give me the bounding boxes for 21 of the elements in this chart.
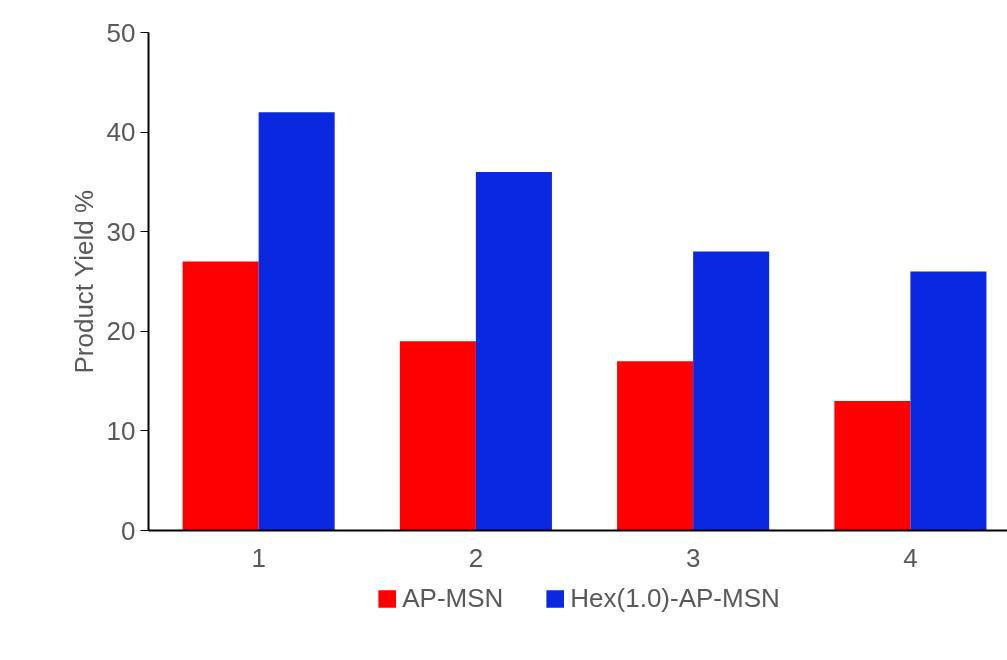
bar bbox=[910, 271, 987, 531]
x-tick-label: 1 bbox=[251, 542, 266, 573]
y-tick-label: 30 bbox=[106, 216, 136, 247]
y-tick-label: 50 bbox=[106, 17, 136, 48]
bar bbox=[834, 401, 911, 531]
bar bbox=[182, 261, 259, 531]
y-tick-label: 0 bbox=[121, 515, 136, 546]
x-tick-label: 4 bbox=[903, 542, 918, 573]
legend-label: AP-MSN bbox=[402, 582, 504, 614]
bar bbox=[399, 341, 476, 531]
bar bbox=[617, 361, 694, 531]
x-tick-label: 2 bbox=[468, 542, 484, 573]
legend-label: Hex(1.0)-AP-MSN bbox=[570, 582, 780, 614]
y-tick-label: 20 bbox=[106, 316, 136, 347]
x-tick-label: 3 bbox=[685, 542, 701, 573]
bar bbox=[258, 112, 335, 531]
y-tick-label: 40 bbox=[106, 117, 136, 148]
bar bbox=[475, 171, 552, 531]
bar bbox=[693, 251, 770, 531]
y-tick-label: 10 bbox=[106, 415, 136, 446]
y-axis-title: Product Yield % bbox=[68, 189, 99, 374]
